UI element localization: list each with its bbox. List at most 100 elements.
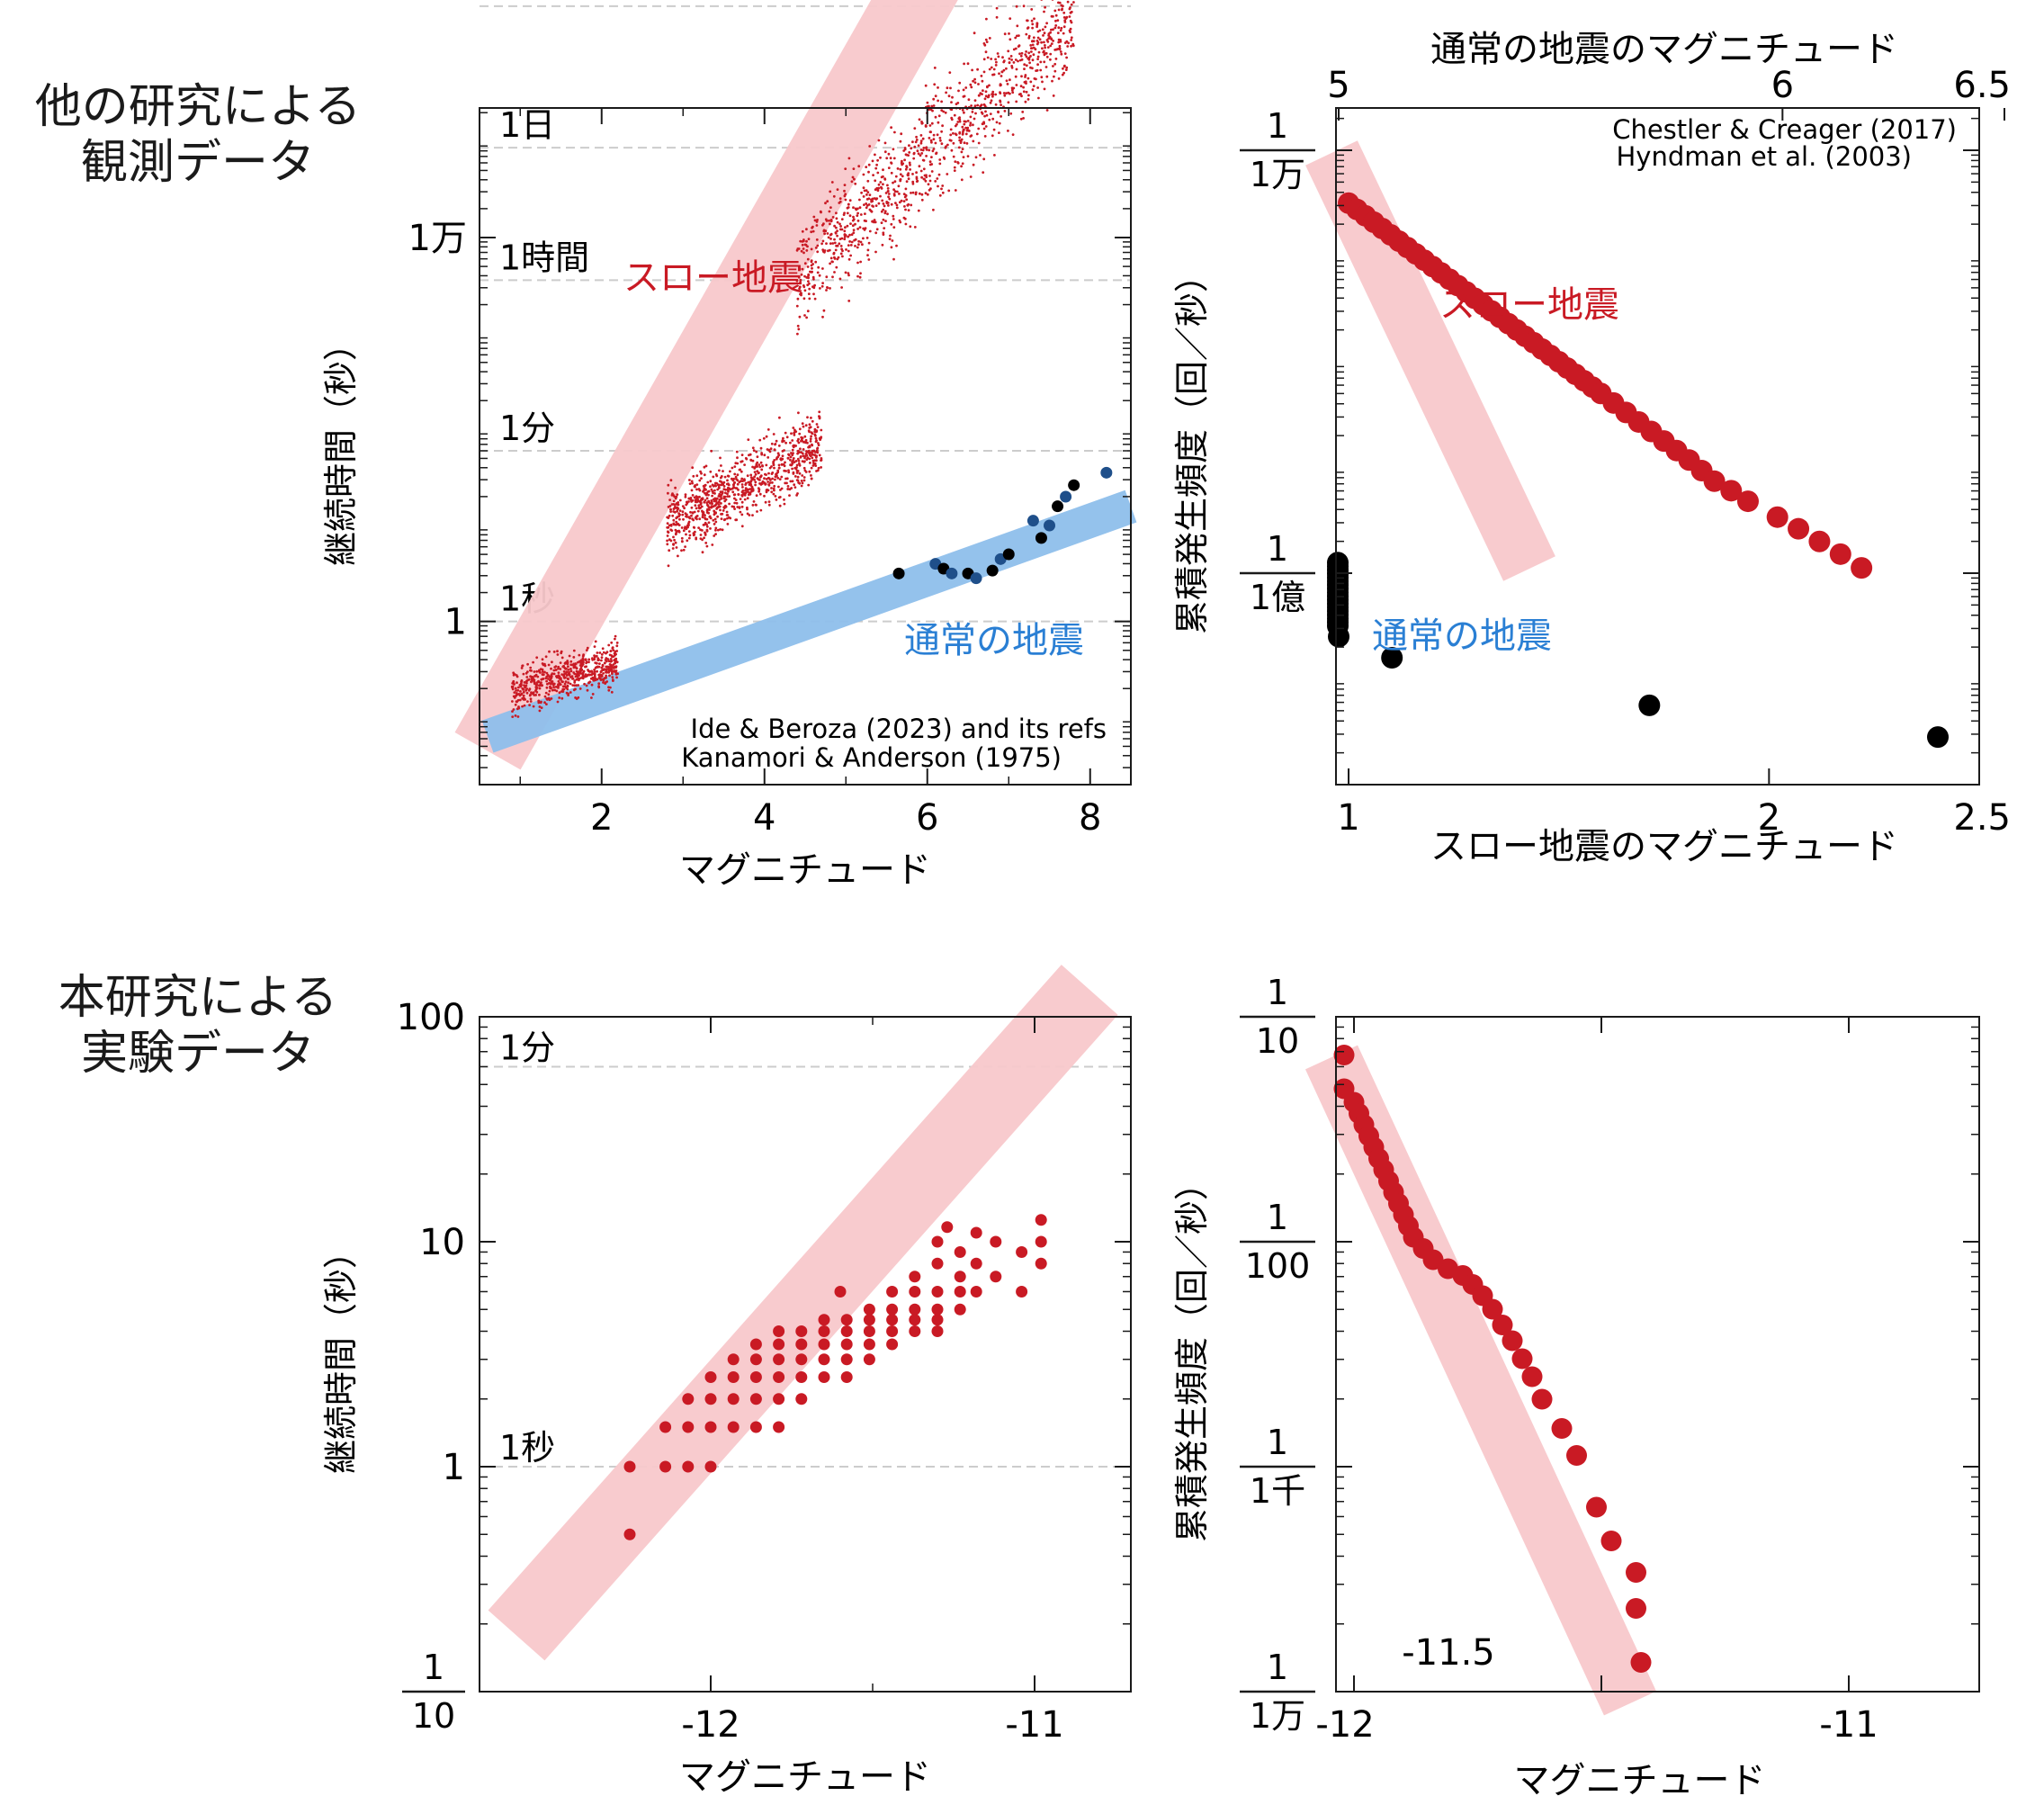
slow-point bbox=[989, 101, 992, 104]
slow-point bbox=[933, 83, 937, 86]
slow-point bbox=[783, 498, 785, 501]
slow-point bbox=[997, 110, 1000, 113]
slow-point bbox=[672, 535, 675, 539]
slow-point bbox=[719, 456, 722, 460]
slow-point bbox=[529, 666, 533, 669]
slow-point bbox=[919, 154, 922, 157]
slow-point bbox=[822, 309, 826, 312]
slow-point bbox=[805, 239, 808, 243]
slow-point bbox=[565, 670, 569, 674]
slow-point bbox=[781, 454, 784, 458]
slow-point bbox=[896, 167, 900, 170]
slow-point bbox=[563, 682, 567, 686]
slow-point bbox=[588, 673, 591, 677]
slow-point bbox=[1063, 64, 1066, 67]
experiment-point bbox=[1482, 1298, 1503, 1320]
slow-point bbox=[803, 262, 807, 265]
slow-point bbox=[577, 677, 579, 680]
slow-point bbox=[865, 166, 868, 169]
slow-point bbox=[1008, 32, 1010, 35]
slow-point bbox=[1068, 15, 1071, 18]
slow-point bbox=[566, 684, 569, 687]
slow-point bbox=[751, 504, 755, 507]
slow-point bbox=[1000, 70, 1004, 74]
slow-point bbox=[514, 703, 517, 706]
slow-point bbox=[593, 673, 596, 676]
slow-point bbox=[965, 129, 969, 132]
slow-point bbox=[685, 533, 687, 536]
experiment-point bbox=[704, 1393, 717, 1405]
slow-point bbox=[561, 680, 564, 684]
slow-point bbox=[861, 243, 864, 247]
slow-point bbox=[751, 446, 755, 450]
slow-point bbox=[821, 267, 824, 270]
slow-point bbox=[668, 514, 671, 517]
slow-point bbox=[576, 673, 579, 676]
slow-point bbox=[852, 167, 856, 171]
slow-point bbox=[1031, 43, 1035, 47]
slow-point bbox=[854, 182, 857, 185]
slow-point bbox=[994, 58, 997, 61]
slow-point bbox=[872, 174, 874, 177]
slow-point bbox=[573, 679, 577, 682]
slow-point bbox=[561, 665, 565, 669]
slow-point bbox=[820, 284, 824, 288]
slow-point bbox=[807, 292, 811, 295]
slow-point bbox=[866, 179, 870, 183]
slow-point bbox=[569, 663, 573, 667]
slow-point bbox=[567, 694, 569, 696]
slow-point bbox=[687, 522, 690, 525]
slow-point bbox=[699, 470, 702, 473]
slow-point bbox=[713, 517, 717, 521]
slow-point bbox=[560, 656, 564, 660]
slow-point bbox=[821, 250, 825, 253]
slow-point bbox=[736, 482, 740, 486]
slow-point bbox=[877, 202, 881, 205]
slow-point bbox=[911, 140, 914, 144]
slow-point bbox=[735, 450, 739, 454]
slow-point bbox=[717, 503, 721, 506]
slow-point bbox=[741, 486, 744, 489]
slow-point bbox=[1053, 9, 1057, 13]
slow-point bbox=[766, 488, 769, 491]
experiment-point bbox=[1626, 1562, 1646, 1583]
slow-point bbox=[796, 297, 800, 301]
slow-point bbox=[590, 696, 593, 699]
slow-point bbox=[859, 240, 863, 244]
slow-point bbox=[897, 184, 901, 188]
slow-point bbox=[597, 659, 600, 661]
slow-point bbox=[1009, 38, 1012, 41]
slow-point bbox=[744, 456, 748, 460]
slow-point bbox=[932, 97, 936, 101]
experiment-point bbox=[931, 1303, 944, 1316]
slow-point bbox=[972, 139, 975, 143]
slow-point bbox=[539, 668, 542, 670]
slow-point bbox=[515, 675, 519, 678]
slow-point bbox=[613, 669, 616, 673]
slow-point bbox=[848, 214, 852, 218]
slow-point bbox=[735, 478, 738, 480]
slow-point bbox=[966, 120, 970, 122]
experiment-point bbox=[970, 1226, 982, 1239]
slow-point bbox=[714, 484, 717, 488]
slow-point bbox=[984, 110, 987, 113]
slow-point bbox=[557, 674, 560, 677]
slow-point bbox=[1020, 51, 1024, 55]
y-tick-label: 100 bbox=[397, 997, 465, 1038]
slow-point bbox=[790, 432, 793, 436]
slow-point bbox=[586, 646, 589, 650]
x-tick-label: -11 bbox=[1819, 1704, 1878, 1746]
slow-point bbox=[954, 124, 957, 128]
slow-point bbox=[854, 207, 857, 211]
slow-point bbox=[690, 480, 694, 483]
slow-point bbox=[596, 651, 599, 654]
slow-point bbox=[941, 184, 945, 187]
slow-point bbox=[792, 459, 794, 462]
slow-point bbox=[970, 134, 973, 138]
slow-point bbox=[743, 493, 747, 497]
slow-point bbox=[863, 189, 866, 193]
slow-point bbox=[605, 651, 609, 654]
slow-point bbox=[829, 242, 832, 245]
slow-point bbox=[779, 457, 783, 461]
slow-point bbox=[836, 220, 839, 224]
